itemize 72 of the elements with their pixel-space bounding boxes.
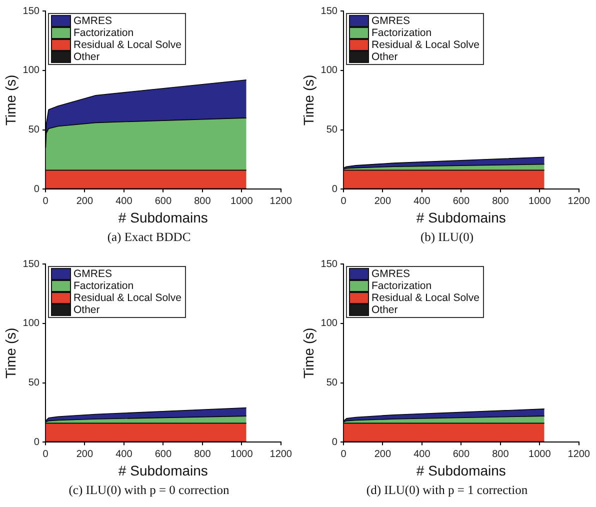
y-axis-title: Time (s)	[2, 328, 18, 379]
legend-label: Residual & Local Solve	[371, 292, 480, 304]
x-axis-title: # Subdomains	[118, 209, 208, 226]
x-tick-label: 400	[116, 448, 133, 460]
x-tick-label: 0	[42, 448, 49, 460]
x-tick-label: 1200	[270, 196, 292, 207]
x-tick-label: 0	[42, 196, 49, 207]
y-tick-label: 50	[326, 378, 338, 389]
legend-label: Other	[73, 51, 100, 63]
x-tick-label: 400	[116, 196, 133, 207]
x-tick-label: 1200	[568, 448, 590, 460]
legend-label: Residual & Local Solve	[73, 39, 182, 51]
y-tick-label: 0	[332, 436, 338, 448]
y-tick-label: 150	[22, 258, 40, 270]
x-tick-label: 1000	[528, 196, 552, 207]
x-tick-label: 1200	[568, 196, 590, 207]
y-tick-label: 100	[320, 65, 338, 76]
x-tick-label: 600	[154, 448, 172, 460]
y-tick-label: 100	[22, 65, 40, 76]
legend-label: Residual & Local Solve	[73, 292, 182, 304]
x-axis-title: # Subdomains	[118, 462, 208, 478]
x-tick-label: 800	[194, 448, 212, 460]
x-tick-label: 400	[414, 448, 431, 460]
y-tick-label: 150	[22, 6, 40, 17]
text: (d) ILU(0) with p = 1 correction	[365, 483, 529, 498]
y-tick-label: 100	[320, 318, 338, 330]
x-tick-label: 800	[194, 196, 212, 207]
x-tick-label: 1000	[230, 196, 254, 207]
x-tick-label: 600	[452, 448, 470, 460]
y-tick-label: 50	[28, 378, 40, 389]
legend-label: Other	[371, 51, 398, 63]
legend-label: GMRES	[371, 15, 410, 27]
x-tick-label: 800	[492, 448, 510, 460]
legend-label: Factorization	[371, 280, 432, 292]
y-axis-title: Time (s)	[2, 74, 18, 126]
y-tick-label: 50	[28, 124, 40, 136]
x-tick-label: 200	[374, 448, 392, 460]
legend-label: Factorization	[371, 27, 432, 39]
legend-label: Factorization	[73, 27, 134, 39]
x-tick-label: 600	[452, 196, 470, 207]
x-axis-title: # Subdomains	[416, 209, 506, 226]
y-tick-label: 50	[326, 124, 338, 136]
y-tick-label: 0	[332, 184, 338, 195]
legend-label: Other	[371, 304, 398, 316]
x-tick-label: 0	[340, 448, 347, 460]
x-tick-label: 800	[492, 196, 510, 207]
x-tick-label: 200	[76, 196, 94, 207]
y-tick-label: 150	[320, 258, 338, 270]
x-axis-title: # Subdomains	[416, 462, 506, 478]
x-tick-label: 1000	[528, 448, 552, 460]
y-tick-label: 100	[22, 318, 40, 330]
x-tick-label: 1000	[230, 448, 254, 460]
y-tick-label: 0	[34, 184, 40, 195]
legend-label: GMRES	[371, 268, 410, 280]
x-tick-label: 400	[414, 196, 431, 207]
x-tick-label: 600	[154, 196, 172, 207]
text: (c) ILU(0) with p = 0 correction	[68, 483, 230, 498]
y-tick-label: 0	[34, 436, 40, 448]
y-axis-title: Time (s)	[300, 328, 316, 379]
legend-label: Other	[73, 304, 100, 316]
text: (a) Exact BDDC	[106, 230, 192, 245]
x-tick-label: 1200	[270, 448, 292, 460]
x-tick-label: 200	[76, 448, 94, 460]
text: (b) ILU(0)	[419, 230, 475, 245]
legend-label: GMRES	[73, 268, 112, 280]
x-tick-label: 200	[374, 196, 392, 207]
x-tick-label: 0	[340, 196, 347, 207]
y-axis-title: Time (s)	[300, 74, 316, 126]
legend-label: Factorization	[73, 280, 134, 292]
legend-label: GMRES	[73, 15, 112, 27]
y-tick-label: 150	[320, 6, 338, 17]
legend-label: Residual & Local Solve	[371, 39, 480, 51]
